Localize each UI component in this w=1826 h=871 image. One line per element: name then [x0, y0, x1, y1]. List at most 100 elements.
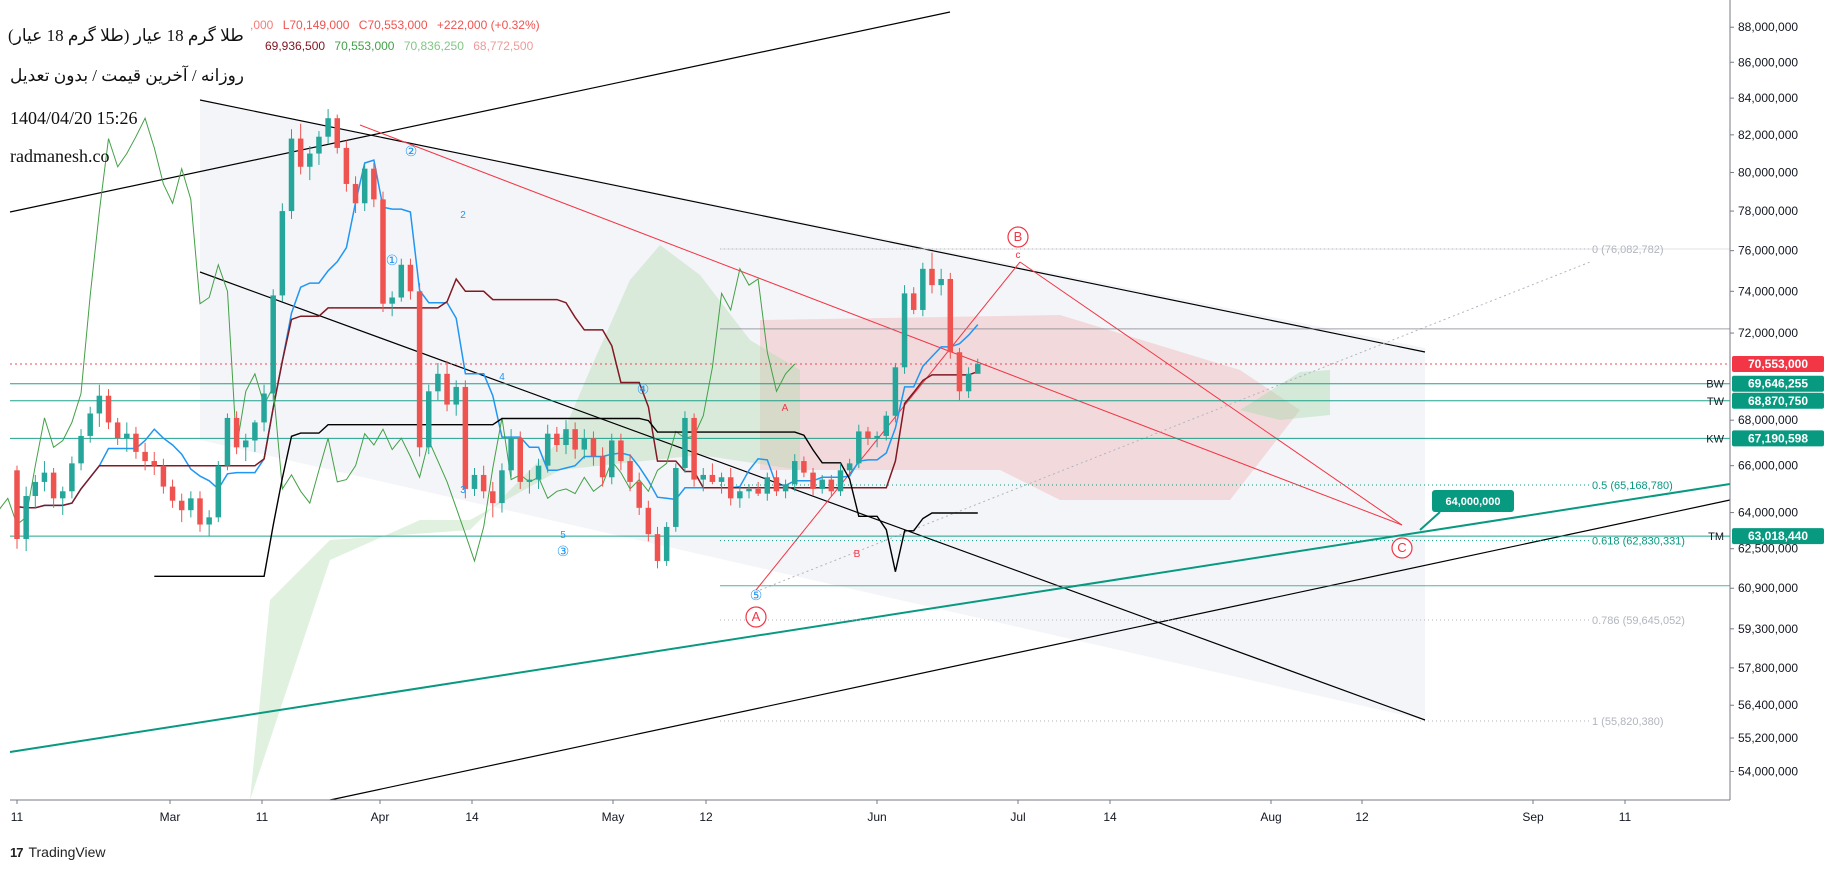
candle-body[interactable]	[782, 484, 789, 492]
candle-body[interactable]	[636, 481, 642, 508]
candle-body[interactable]	[865, 431, 871, 439]
candle-body[interactable]	[224, 417, 231, 466]
candle-body[interactable]	[929, 268, 935, 286]
candle-body[interactable]	[389, 297, 395, 304]
candle-body[interactable]	[901, 293, 908, 368]
candle-body[interactable]	[709, 474, 716, 482]
candle-body[interactable]	[178, 500, 185, 511]
candle-body[interactable]	[243, 440, 249, 448]
candle-body[interactable]	[96, 395, 103, 414]
candle-body[interactable]	[508, 438, 514, 471]
candle-body[interactable]	[965, 373, 972, 392]
candle-body[interactable]	[773, 477, 780, 492]
candle-body[interactable]	[874, 435, 880, 439]
candle-body[interactable]	[197, 498, 203, 525]
candle-body[interactable]	[627, 461, 633, 482]
candle-body[interactable]	[480, 474, 487, 492]
candle-body[interactable]	[215, 465, 222, 518]
candle-body[interactable]	[856, 431, 862, 464]
candle-body[interactable]	[169, 486, 176, 501]
candle-body[interactable]	[151, 461, 158, 466]
candle-body[interactable]	[554, 433, 560, 446]
candle-body[interactable]	[599, 456, 606, 478]
candle-body[interactable]	[792, 461, 798, 485]
candle-body[interactable]	[316, 136, 322, 154]
candle-body[interactable]	[746, 488, 752, 492]
candle-body[interactable]	[727, 477, 734, 499]
candle-body[interactable]	[23, 495, 29, 539]
candle-body[interactable]	[233, 417, 240, 448]
candle-body[interactable]	[563, 429, 569, 446]
candle-body[interactable]	[105, 395, 112, 423]
candle-body[interactable]	[682, 417, 688, 468]
candle-body[interactable]	[609, 440, 615, 478]
candle-body[interactable]	[334, 118, 341, 148]
candle-body[interactable]	[307, 153, 313, 167]
candle-body[interactable]	[938, 278, 944, 286]
candle-body[interactable]	[819, 479, 825, 489]
candle-body[interactable]	[956, 352, 963, 392]
candle-body[interactable]	[416, 291, 423, 448]
candle-body[interactable]	[737, 491, 743, 499]
candle-body[interactable]	[846, 463, 853, 471]
candle-body[interactable]	[60, 491, 66, 499]
candle-body[interactable]	[691, 417, 697, 480]
candle-body[interactable]	[288, 138, 295, 212]
candle-body[interactable]	[14, 470, 20, 539]
candle-body[interactable]	[645, 507, 652, 535]
candle-body[interactable]	[654, 534, 661, 561]
candle-body[interactable]	[837, 470, 844, 492]
candle-body[interactable]	[32, 481, 39, 496]
candle-body[interactable]	[810, 472, 816, 489]
candle-body[interactable]	[892, 367, 899, 416]
candle-body[interactable]	[270, 295, 276, 394]
candle-body[interactable]	[352, 183, 359, 204]
candle-body[interactable]	[618, 440, 624, 462]
candle-body[interactable]	[50, 472, 57, 499]
candle-body[interactable]	[361, 168, 368, 204]
candle-body[interactable]	[279, 211, 286, 296]
candle-body[interactable]	[160, 465, 167, 487]
candle-body[interactable]	[78, 435, 84, 464]
candle-body[interactable]	[883, 415, 890, 436]
candle-body[interactable]	[114, 422, 121, 439]
candle-body[interactable]	[371, 168, 377, 200]
candle-body[interactable]	[407, 264, 414, 292]
candle-body[interactable]	[380, 199, 386, 304]
candle-body[interactable]	[581, 438, 588, 450]
candle-body[interactable]	[700, 474, 707, 480]
candle-body[interactable]	[590, 438, 597, 457]
candle-body[interactable]	[261, 393, 267, 423]
candle-body[interactable]	[69, 463, 75, 492]
candle-body[interactable]	[663, 526, 670, 561]
candle-body[interactable]	[828, 479, 835, 492]
candle-body[interactable]	[435, 373, 441, 392]
candle-body[interactable]	[517, 438, 524, 482]
candle-body[interactable]	[188, 498, 194, 511]
candle-body[interactable]	[490, 491, 496, 504]
candle-body[interactable]	[297, 138, 304, 167]
candle-body[interactable]	[755, 488, 761, 494]
symbol-title[interactable]: طلا گرم 18 عیار (طلا گرم 18 عیار)	[8, 26, 244, 45]
candle-body[interactable]	[718, 477, 725, 482]
candle-body[interactable]	[41, 472, 48, 482]
candle-body[interactable]	[426, 391, 432, 448]
candle-body[interactable]	[444, 373, 450, 405]
candle-body[interactable]	[920, 268, 926, 310]
candle-body[interactable]	[544, 433, 551, 466]
candle-body[interactable]	[142, 451, 148, 462]
candle-body[interactable]	[206, 517, 212, 525]
candle-body[interactable]	[975, 364, 981, 374]
candle-body[interactable]	[453, 386, 459, 405]
candle-body[interactable]	[572, 429, 578, 450]
candle-body[interactable]	[947, 278, 954, 353]
candle-body[interactable]	[252, 422, 258, 441]
candle-body[interactable]	[133, 433, 139, 452]
candle-body[interactable]	[764, 477, 771, 494]
candle-body[interactable]	[124, 433, 130, 439]
candle-body[interactable]	[535, 465, 542, 480]
candle-body[interactable]	[801, 461, 807, 473]
candle-body[interactable]	[499, 470, 505, 504]
candle-body[interactable]	[87, 413, 93, 436]
candle-body[interactable]	[398, 264, 405, 298]
